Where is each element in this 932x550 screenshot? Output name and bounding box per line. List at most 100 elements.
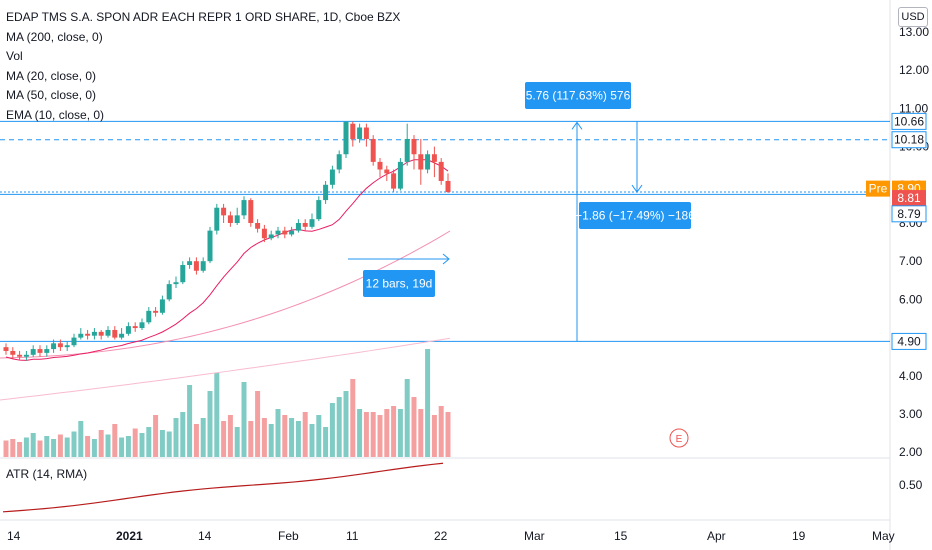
candle: [316, 200, 322, 220]
candle: [411, 138, 417, 155]
measure-up-label-box: [525, 82, 631, 109]
candle: [289, 230, 295, 235]
candle: [343, 121, 349, 155]
volume-bar: [78, 421, 84, 457]
volume-bar: [302, 412, 308, 457]
candle: [23, 354, 29, 357]
atr-tick: 0.50: [899, 478, 923, 492]
volume-bar: [289, 418, 295, 457]
volume-bar: [323, 427, 329, 457]
level-badge-label: 8.79: [897, 207, 921, 221]
candle: [57, 343, 63, 348]
candle: [357, 127, 363, 139]
candle: [282, 230, 288, 235]
volume-bar: [51, 439, 57, 457]
time-tick: 14: [7, 529, 21, 543]
volume-bar: [261, 418, 267, 457]
volume-bar: [139, 433, 145, 457]
candle: [64, 345, 70, 348]
candle: [268, 234, 274, 239]
candle: [200, 261, 206, 271]
candle: [17, 354, 23, 357]
volume-bar: [173, 418, 179, 457]
candle: [214, 207, 220, 231]
last-price-badge: [892, 190, 926, 207]
volume-bar: [214, 373, 220, 457]
time-tick: 19: [792, 529, 806, 543]
price-tick: 6.00: [899, 292, 923, 306]
level-badge: [891, 112, 927, 130]
candle: [71, 337, 77, 346]
volume-bar: [418, 409, 424, 457]
level-badge: [891, 131, 927, 149]
candle: [193, 261, 199, 271]
candle: [445, 180, 451, 193]
price-tick: 11.00: [899, 101, 928, 115]
volume-bar: [44, 436, 50, 457]
currency-button[interactable]: USD: [898, 7, 928, 27]
volume-bar: [180, 412, 186, 457]
candle: [363, 127, 369, 139]
volume-bar: [125, 436, 131, 457]
legend-ma200[interactable]: MA (200, close, 0): [6, 29, 103, 44]
time-tick: 11: [346, 529, 359, 543]
volume-bar: [363, 412, 369, 457]
candle: [323, 184, 329, 201]
time-tick: Mar: [524, 529, 545, 543]
volume-bar: [377, 415, 383, 457]
candle: [227, 215, 233, 223]
bars-range-arrowhead: [442, 253, 450, 265]
legend-ema10[interactable]: EMA (10, close, 0): [6, 107, 105, 122]
time-tick: 14: [198, 529, 212, 543]
volume-bar: [64, 437, 70, 457]
candle: [248, 200, 254, 223]
atr-legend[interactable]: ATR (14, RMA): [6, 467, 88, 481]
price-tick: 12.00: [899, 63, 929, 77]
volume-bar: [336, 397, 342, 457]
candle: [112, 329, 118, 338]
legend-vol[interactable]: Vol: [6, 49, 23, 63]
candle: [44, 349, 50, 353]
volume-bar: [153, 415, 159, 457]
volume-bar: [146, 427, 152, 457]
volume-bar: [343, 391, 349, 457]
candle: [91, 331, 97, 336]
candle: [336, 154, 342, 170]
level-badge-label: 10.66: [894, 114, 924, 128]
measure-down-arrowhead: [631, 184, 643, 193]
candle: [125, 326, 131, 334]
candle: [30, 349, 36, 355]
candle: [261, 228, 267, 239]
candle: [180, 265, 186, 283]
volume-bar: [445, 412, 451, 457]
volume-bar: [85, 436, 91, 457]
volume-bar: [200, 418, 206, 457]
candle: [132, 326, 138, 329]
volume-bar: [411, 397, 417, 457]
legend-ma50[interactable]: MA (50, close, 0): [6, 88, 97, 102]
volume-bar: [384, 409, 390, 457]
measure-up-arrowhead: [571, 121, 583, 130]
candle: [350, 123, 356, 139]
price-tick: 4.00: [899, 369, 923, 383]
volume-bar: [91, 439, 97, 457]
volume-bar: [241, 382, 247, 457]
price-tick: 2.00: [899, 445, 923, 459]
candle: [78, 333, 84, 338]
measure-up-label: 5.76 (117.63%) 576: [526, 89, 631, 103]
volume-bar: [10, 439, 16, 457]
price-tick: 7.00: [899, 254, 923, 268]
candle: [397, 161, 403, 189]
legend-ma20[interactable]: MA (20, close, 0): [6, 68, 97, 83]
volume-bar: [207, 391, 213, 457]
volume-bar: [404, 379, 410, 457]
volume-bar: [329, 403, 335, 457]
candle: [173, 282, 179, 285]
volume-bar: [57, 434, 63, 457]
volume-bar: [37, 440, 43, 457]
volume-bar: [193, 424, 199, 457]
volume-bar: [316, 415, 322, 457]
ma20-line: [5, 159, 449, 361]
volume-bar: [425, 349, 431, 457]
